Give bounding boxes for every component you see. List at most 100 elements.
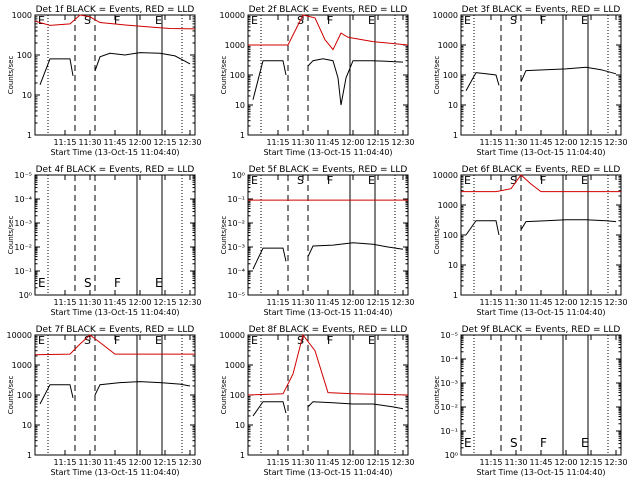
x-tick-label: 12:00	[554, 298, 577, 307]
event-marker-e: E	[38, 276, 46, 290]
event-marker-s: S	[297, 334, 304, 347]
x-tick-label: 11:15	[479, 458, 502, 467]
event-marker-e: E	[251, 14, 258, 27]
y-axis-label: Counts/sec	[433, 56, 441, 95]
events-series	[307, 242, 404, 257]
x-tick-label: 11:15	[266, 458, 289, 467]
lld-series	[34, 14, 196, 30]
x-tick-label: 11:45	[316, 138, 339, 147]
x-tick-label: 12:15	[366, 138, 389, 147]
x-tick-label: 11:15	[53, 458, 76, 467]
x-tick-label: 11:15	[53, 138, 76, 147]
y-tick-label: 10⁻⁴	[14, 195, 32, 204]
event-marker-e: E	[368, 14, 375, 27]
y-tick-label: 10000	[220, 11, 245, 20]
y-axis-label: Counts/sec	[7, 56, 15, 95]
x-tick-label: 11:45	[316, 458, 339, 467]
events-series	[520, 219, 617, 230]
x-tick-label: 12:15	[153, 298, 176, 307]
x-tick-label: 11:30	[504, 138, 527, 147]
y-tick-label: 10⁻⁵	[440, 331, 458, 340]
plot-frame	[34, 334, 196, 456]
y-tick-label: 1	[240, 131, 245, 140]
event-marker-e: E	[464, 436, 472, 450]
y-tick-label: 10⁻⁵	[227, 291, 245, 300]
y-tick-label: 10⁻⁴	[440, 355, 458, 364]
panel-det-1: Det 1f BLACK = Events, RED = LLD 1 10 100 10…	[7, 5, 202, 157]
y-tick-label: 1	[27, 131, 32, 140]
x-axis-label: Start Time (13-Oct-15 11:04:40)	[50, 148, 179, 157]
y-tick-label: 10⁻⁵	[14, 171, 32, 180]
x-tick-label: 12:15	[579, 298, 602, 307]
y-axis-label: Counts/sec	[7, 216, 15, 255]
y-tick-label: 10⁰	[232, 171, 245, 180]
x-axis-label: Start Time (13-Oct-15 11:04:40)	[263, 468, 392, 477]
x-axis-label: Start Time (13-Oct-15 11:04:40)	[50, 308, 179, 317]
y-tick-label: 1000	[225, 41, 245, 50]
panel-det-8: Det 8f BLACK = Events, RED = LLD 1 10 100 10…	[220, 325, 415, 477]
lld-series	[461, 174, 621, 193]
y-tick-label: 10⁻³	[440, 379, 458, 388]
x-tick-label: 12:15	[153, 458, 176, 467]
panel-det-4: Det 4f BLACK = Events, RED = LLD 10⁰ 10⁻¹ 1…	[7, 165, 202, 317]
event-marker-f: F	[540, 436, 547, 450]
events-series	[94, 52, 191, 72]
y-tick-label: 100	[17, 391, 32, 400]
y-axis-label: Counts/sec	[433, 216, 441, 255]
panel-det-3: Det 3f BLACK = Events, RED = LLD 1 10 100 10…	[433, 5, 628, 157]
y-tick-label: 1000	[12, 11, 32, 20]
panel-title: Det 4f BLACK = Events, RED = LLD	[36, 165, 195, 175]
x-tick-label: 12:30	[178, 458, 201, 467]
x-tick-label: 12:30	[391, 298, 414, 307]
y-tick-label: 10000	[433, 171, 458, 180]
x-tick-label: 12:15	[153, 138, 176, 147]
plot-frame	[247, 174, 409, 296]
event-marker-e: E	[581, 14, 588, 27]
y-tick-label: 10⁰	[19, 291, 32, 300]
y-tick-label: 10	[235, 421, 245, 430]
x-tick-label: 11:45	[103, 138, 126, 147]
x-tick-label: 11:30	[78, 458, 101, 467]
x-tick-label: 11:30	[291, 138, 314, 147]
x-tick-label: 12:15	[579, 138, 602, 147]
panel-det-7: Det 7f BLACK = Events, RED = LLD 1 10 100 10…	[7, 325, 202, 477]
y-tick-label: 10	[22, 421, 32, 430]
x-tick-label: 12:30	[178, 298, 201, 307]
y-tick-label: 10⁻²	[227, 219, 245, 228]
x-axis-label: Start Time (13-Oct-15 11:04:40)	[50, 468, 179, 477]
x-tick-label: 11:30	[291, 458, 314, 467]
y-tick-label: 1	[240, 451, 245, 460]
y-tick-label: 10	[235, 101, 245, 110]
panel-det-5: Det 5f BLACK = Events, RED = LLD 10⁻⁵ 10⁻⁴…	[220, 165, 415, 317]
x-tick-label: 11:45	[316, 298, 339, 307]
x-tick-label: 11:45	[529, 458, 552, 467]
x-tick-label: 11:15	[479, 138, 502, 147]
event-marker-f: F	[540, 174, 546, 187]
lld-series	[248, 14, 409, 51]
x-axis-label: Start Time (13-Oct-15 11:04:40)	[476, 148, 605, 157]
x-tick-label: 12:00	[341, 298, 364, 307]
x-axis-label: Start Time (13-Oct-15 11:04:40)	[263, 308, 392, 317]
x-axis-label: Start Time (13-Oct-15 11:04:40)	[476, 468, 605, 477]
events-series	[307, 58, 404, 106]
x-tick-label: 12:00	[554, 458, 577, 467]
plot-frame	[34, 14, 196, 136]
events-series	[307, 401, 404, 410]
events-series	[252, 401, 287, 417]
events-series	[94, 381, 191, 396]
x-tick-label: 12:00	[341, 138, 364, 147]
y-tick-label: 1	[453, 291, 458, 300]
event-marker-f: F	[327, 334, 333, 347]
y-tick-label: 10000	[7, 331, 32, 340]
plot-frame	[247, 334, 409, 456]
x-tick-label: 12:00	[128, 298, 151, 307]
y-axis-label: Counts/sec	[433, 376, 441, 415]
plot-frame	[460, 174, 622, 296]
y-tick-label: 100	[443, 71, 458, 80]
x-tick-label: 12:00	[341, 458, 364, 467]
y-tick-label: 1000	[12, 361, 32, 370]
panel-det-2: Det 2f BLACK = Events, RED = LLD 1 10 100 10…	[220, 5, 415, 157]
y-tick-label: 10⁻³	[227, 243, 245, 252]
y-tick-label: 1000	[438, 41, 458, 50]
